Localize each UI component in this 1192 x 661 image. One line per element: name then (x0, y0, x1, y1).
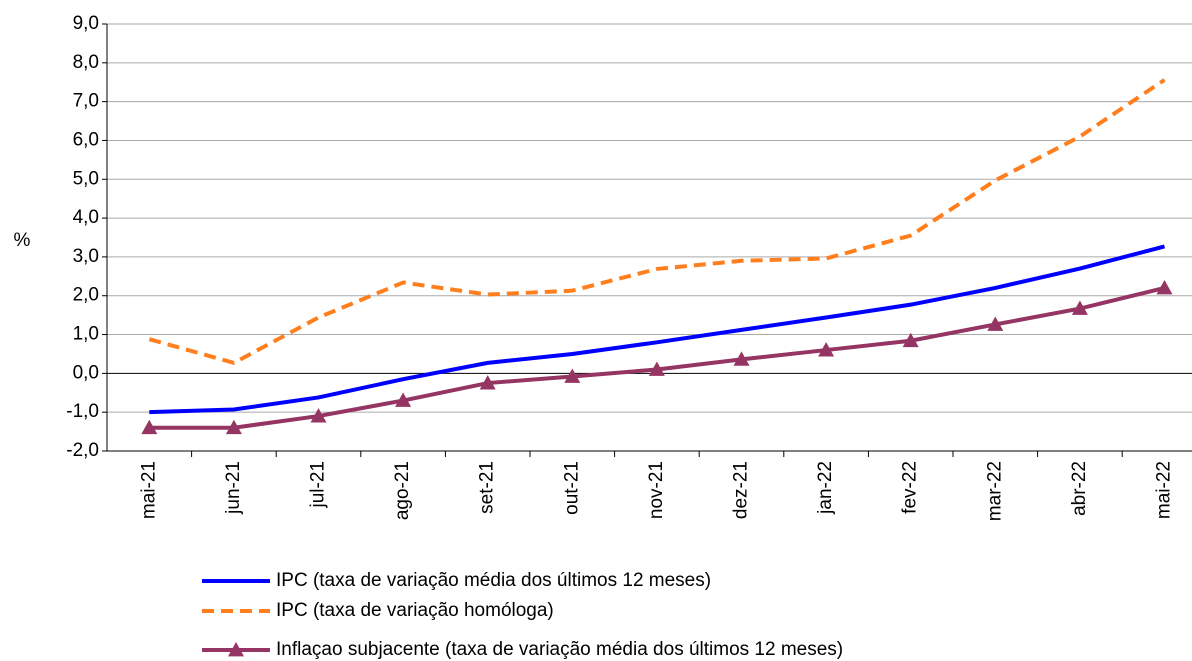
x-tick-label: abr-22 (1069, 461, 1090, 516)
y-tick-label: 3,0 (73, 246, 99, 267)
y-tick-label: 7,0 (73, 91, 99, 112)
legend-label: Inflaçao subjacente (taxa de variação mé… (276, 639, 843, 660)
point-marker (141, 419, 158, 435)
x-tick-label: mai-22 (1154, 461, 1175, 519)
x-tick-label: jul-21 (308, 461, 329, 508)
x-tick-label: dez-21 (731, 461, 752, 519)
y-tick-label: 4,0 (73, 207, 99, 228)
series-line (149, 286, 1165, 430)
point-marker (564, 368, 581, 383)
point-marker (733, 351, 750, 366)
x-tick-label: nov-21 (646, 461, 667, 519)
x-tick-label: jan-22 (815, 461, 836, 515)
point-marker (479, 375, 496, 390)
series-line (148, 78, 1166, 366)
y-tick-label: 2,0 (73, 285, 99, 306)
y-tick-label: 6,0 (73, 129, 99, 150)
y-tick-label: 1,0 (73, 324, 99, 345)
legend-label: IPC (taxa de variação homóloga) (276, 600, 554, 621)
y-tick-label: -1,0 (66, 401, 99, 422)
y-tick-label: 8,0 (73, 52, 99, 73)
point-marker (310, 408, 327, 423)
x-tick-label: mar-22 (984, 461, 1005, 521)
y-tick-label: -2,0 (66, 440, 99, 461)
point-marker (225, 419, 242, 435)
x-tick-label: set-21 (477, 461, 498, 514)
series-line (149, 244, 1166, 415)
y-tick-label: 5,0 (73, 168, 99, 189)
point-marker (818, 342, 835, 357)
x-tick-label: mai-21 (138, 461, 159, 519)
point-marker (395, 392, 412, 407)
legend-marker (228, 642, 244, 657)
point-marker (1156, 279, 1173, 295)
point-marker (1071, 300, 1088, 315)
x-tick-label: jun-21 (223, 461, 244, 515)
point-marker (902, 332, 919, 348)
legend-label: IPC (taxa de variação média dos últimos … (276, 570, 711, 591)
y-axis-label: % (14, 230, 31, 251)
x-tick-label: ago-21 (392, 461, 413, 520)
y-tick-label: 9,0 (73, 13, 99, 34)
y-tick-label: 0,0 (73, 362, 99, 383)
x-tick-label: out-21 (561, 461, 582, 515)
point-marker (987, 316, 1004, 331)
point-marker (648, 361, 665, 376)
x-tick-label: fev-22 (900, 461, 921, 514)
